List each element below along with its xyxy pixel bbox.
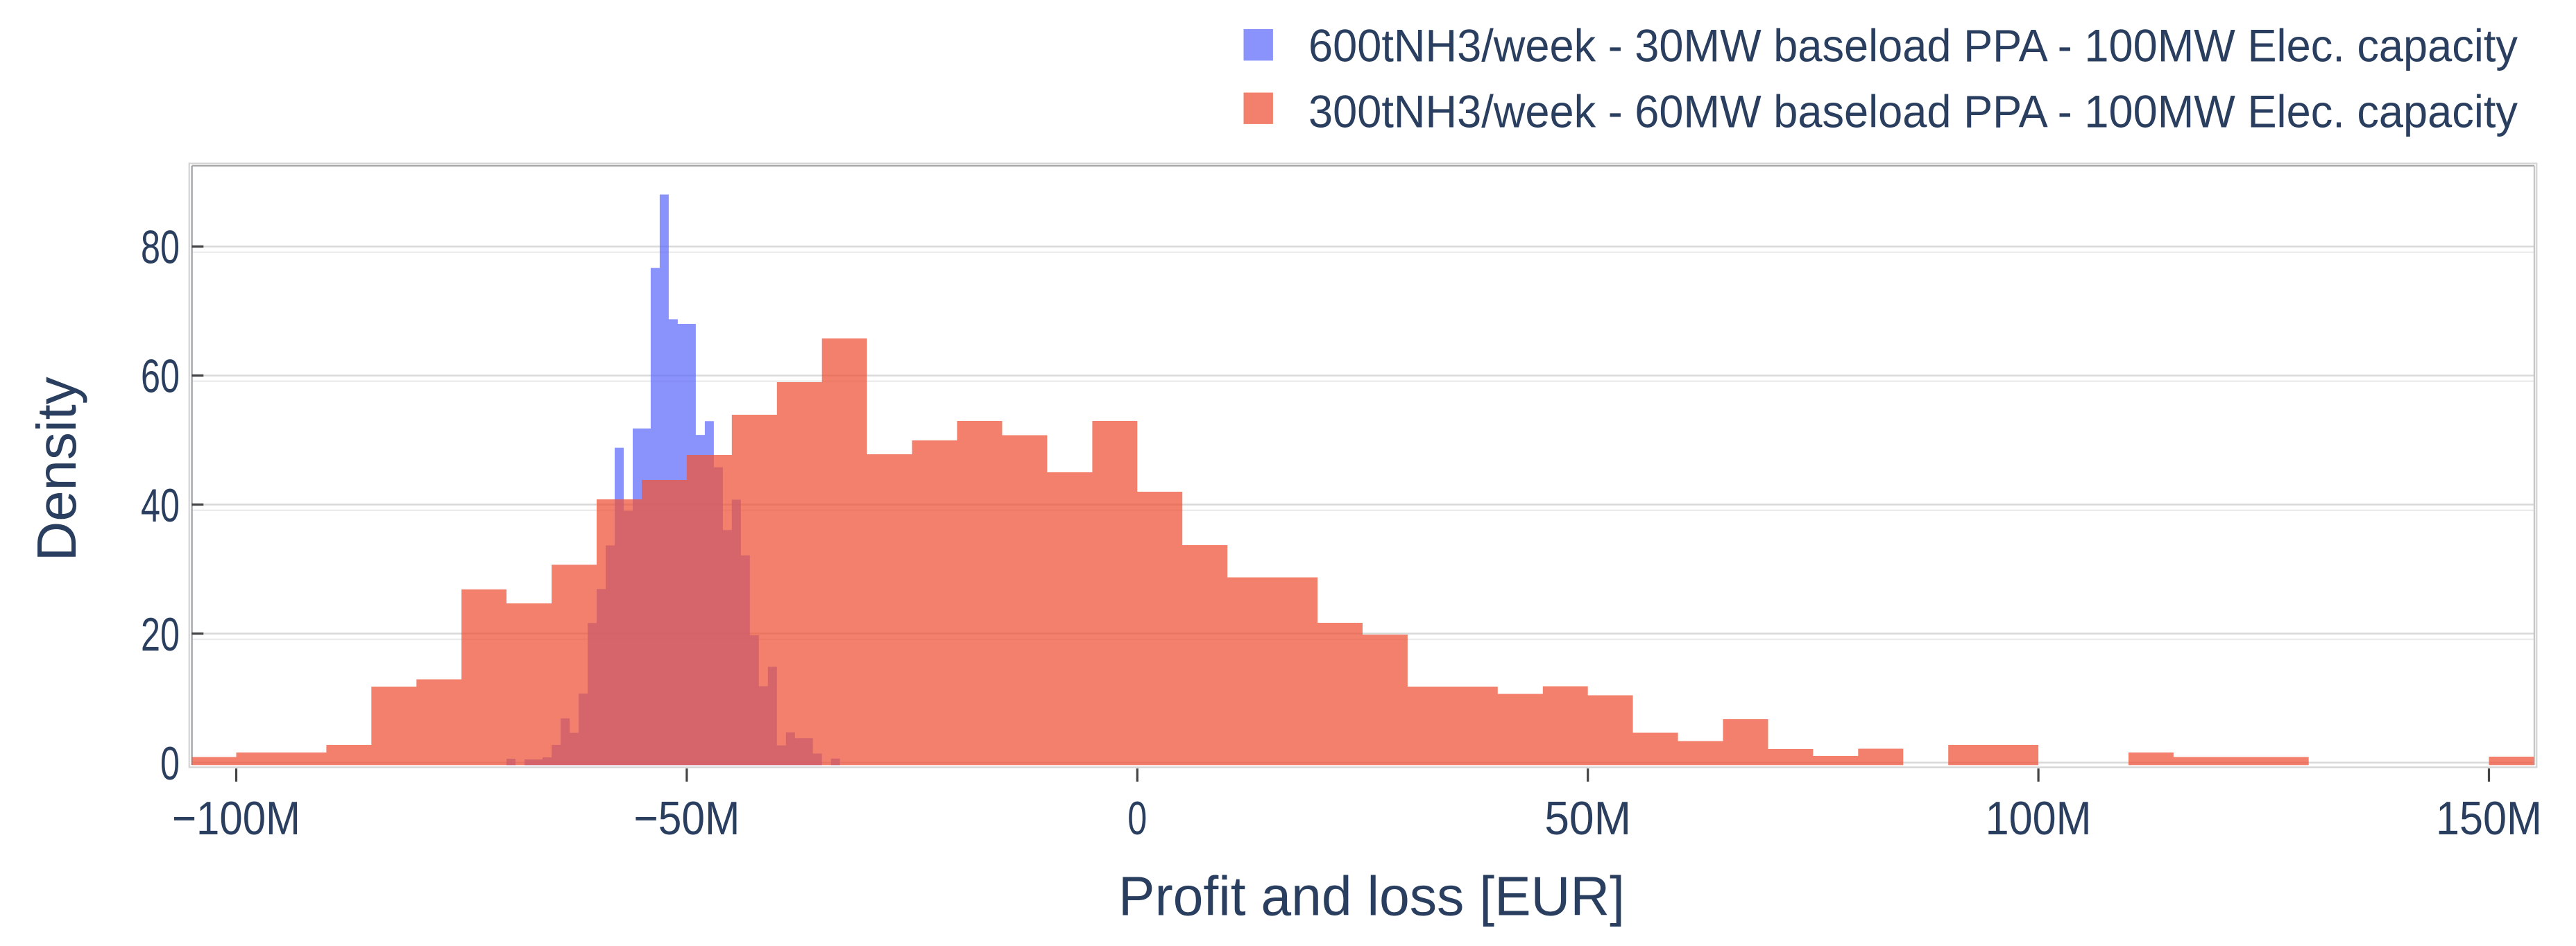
svg-text:150M: 150M: [2436, 792, 2542, 845]
svg-text:100M: 100M: [1986, 792, 2092, 845]
svg-text:50M: 50M: [1544, 792, 1631, 845]
svg-text:20: 20: [141, 608, 180, 661]
svg-text:600tNH3/week - 30MW baseload P: 600tNH3/week - 30MW baseload PPA - 100MW…: [1308, 20, 2518, 71]
svg-text:40: 40: [141, 479, 180, 532]
svg-text:0: 0: [160, 737, 180, 790]
svg-text:−50M: −50M: [633, 792, 740, 845]
svg-text:300tNH3/week - 60MW baseload P: 300tNH3/week - 60MW baseload PPA - 100MW…: [1308, 86, 2518, 137]
svg-text:0: 0: [1127, 792, 1147, 845]
svg-text:60: 60: [141, 350, 180, 403]
svg-text:Profit and loss [EUR]: Profit and loss [EUR]: [1118, 866, 1625, 927]
svg-text:−100M: −100M: [172, 792, 300, 845]
svg-text:Density: Density: [26, 377, 87, 561]
svg-text:80: 80: [141, 221, 180, 274]
